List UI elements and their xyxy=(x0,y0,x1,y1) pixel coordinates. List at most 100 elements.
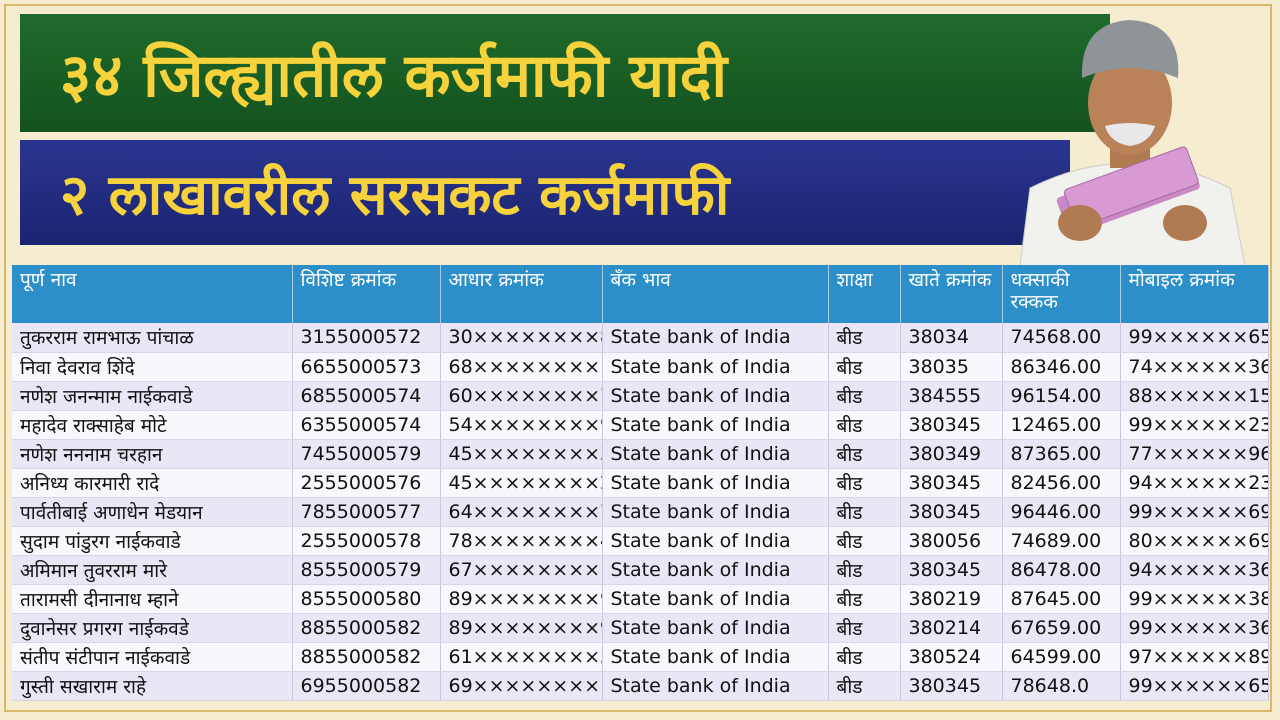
table-cell: 68××××××××14 xyxy=(440,352,603,382)
table-cell: 78648.0 xyxy=(1002,671,1121,701)
table-cell: बीड xyxy=(828,439,901,469)
table-cell: 6655000573 xyxy=(292,352,441,382)
table-cell: 384555 xyxy=(900,381,1003,411)
table-cell: State bank of India xyxy=(602,468,829,498)
table-cell: State bank of India xyxy=(602,352,829,382)
table-cell: 30××××××××89 xyxy=(440,323,603,353)
table-cell: 80××××××69 xyxy=(1120,526,1269,556)
table-cell: 61××××××××36 xyxy=(440,642,603,672)
table-cell: 74××××××36 xyxy=(1120,352,1269,382)
table-cell: 86346.00 xyxy=(1002,352,1121,382)
table-cell: बीड xyxy=(828,671,901,701)
table-cell: बीड xyxy=(828,555,901,585)
column-header: पूर्ण नाव xyxy=(12,265,293,323)
table-cell: 99××××××38 xyxy=(1120,584,1269,614)
table-cell: 60××××××××74 xyxy=(440,381,603,411)
table-cell: 69××××××××14 xyxy=(440,671,603,701)
table-cell: 97××××××89 xyxy=(1120,642,1269,672)
frame xyxy=(4,4,1272,712)
column-header: धक्साकी रक्कक xyxy=(1002,265,1121,323)
table-cell: 94××××××36 xyxy=(1120,555,1269,585)
title: ३४ जिल्ह्यातील कर्जमाफी यादी xyxy=(60,41,727,111)
table-cell: 82456.00 xyxy=(1002,468,1121,498)
header-row: पूर्ण नाव विशिष्ट क्रमांक आधार क्रमांक बँक … xyxy=(12,265,1269,323)
table-cell: State bank of India xyxy=(602,526,829,556)
loan-table: पूर्ण नाव विशिष्ट क्रमांक आधार क्रमांक बँक … xyxy=(12,265,1269,701)
table-cell: 99××××××69 xyxy=(1120,497,1269,527)
table-cell: 45××××××××24 xyxy=(440,468,603,498)
table-row: दुवानेसर प्रगरग नाईकवडे 8855000582 89×××××… xyxy=(12,613,1269,643)
table-cell: 74689.00 xyxy=(1002,526,1121,556)
table-cell: 64599.00 xyxy=(1002,642,1121,672)
table-cell: 380214 xyxy=(900,613,1003,643)
table-cell: 38035 xyxy=(900,352,1003,382)
table-row: पार्वतीबाई अणाधेन मेडयान 7855000577 64××××… xyxy=(12,497,1269,527)
table-cell: 77××××××96 xyxy=(1120,439,1269,469)
table-row: निवा देवराव शिंदे665500057368××××××××14S… xyxy=(12,352,1269,382)
subtitle-banner: २ लाखावरील सरसकट कर्जमाफी xyxy=(20,140,1070,245)
table-cell: 88××××××15 xyxy=(1120,381,1269,411)
table-cell: 74568.00 xyxy=(1002,323,1121,353)
table-cell: बीड xyxy=(828,410,901,440)
table-cell: 380345 xyxy=(900,671,1003,701)
table-cell: 380219 xyxy=(900,584,1003,614)
table-cell: महादेव राक्साहेब मोटे xyxy=(12,410,293,440)
table-row: संतीप संटीपान नाईकवाडे 8855000582 61××××××… xyxy=(12,642,1269,672)
table-cell: निवा देवराव शिंदे xyxy=(12,352,293,382)
table-body: तुकरराम रामभाऊ पांचाळ 3155000572 30×××××××… xyxy=(12,323,1269,701)
table-row: तुकरराम रामभाऊ पांचाळ 3155000572 30×××××××… xyxy=(12,323,1269,353)
table-row: अनिध्य कारमारी रादे255500057645××××××××2… xyxy=(12,468,1269,498)
table-cell: सुदाम पांडुरग नाईकवाडे xyxy=(12,526,293,556)
table-cell: 96446.00 xyxy=(1002,497,1121,527)
table-cell: बीड xyxy=(828,497,901,527)
table-row: तारामसी दीनानाध म्हाने 8555000580 89××××××… xyxy=(12,584,1269,614)
table-cell: 54××××××××98 xyxy=(440,410,603,440)
table-cell: अनिध्य कारमारी रादे xyxy=(12,468,293,498)
table-row: सुदाम पांडुरग नाईकवाडे 2555000578 78××××××… xyxy=(12,526,1269,556)
table-cell: 380345 xyxy=(900,555,1003,585)
column-header: खाते क्रमांक xyxy=(900,265,1003,323)
table-cell: पार्वतीबाई अणाधेन मेडयान xyxy=(12,497,293,527)
table-cell: नणेश नननाम चरहान xyxy=(12,439,293,469)
table-cell: 380345 xyxy=(900,410,1003,440)
table-cell: 78××××××××48 xyxy=(440,526,603,556)
table-cell: अमिमान तुवरराम मारे xyxy=(12,555,293,585)
table-cell: बीड xyxy=(828,584,901,614)
table-cell: बीड xyxy=(828,323,901,353)
table-cell: 87645.00 xyxy=(1002,584,1121,614)
table-cell: 67××××××××15 xyxy=(440,555,603,585)
table-cell: 94××××××23 xyxy=(1120,468,1269,498)
table-cell: 87365.00 xyxy=(1002,439,1121,469)
table-cell: 380524 xyxy=(900,642,1003,672)
table-cell: बीड xyxy=(828,642,901,672)
table-cell: State bank of India xyxy=(602,410,829,440)
table-cell: 89××××××××96 xyxy=(440,613,603,643)
table-cell: तारामसी दीनानाध म्हाने xyxy=(12,584,293,614)
table-cell: बीड xyxy=(828,352,901,382)
table-cell: 99××××××36 xyxy=(1120,613,1269,643)
table-cell: 2555000576 xyxy=(292,468,441,498)
table-cell: 8855000582 xyxy=(292,613,441,643)
table-cell: बीड xyxy=(828,468,901,498)
table-cell: 38034 xyxy=(900,323,1003,353)
table-cell: 380349 xyxy=(900,439,1003,469)
table-cell: 7455000579 xyxy=(292,439,441,469)
table-cell: बीड xyxy=(828,526,901,556)
table-cell: 86478.00 xyxy=(1002,555,1121,585)
table-cell: 99××××××23 xyxy=(1120,410,1269,440)
table-cell: 380345 xyxy=(900,497,1003,527)
column-header: बँक भाव xyxy=(602,265,829,323)
table-cell: 67659.00 xyxy=(1002,613,1121,643)
table-cell: 45××××××××36 xyxy=(440,439,603,469)
table-cell: 6355000574 xyxy=(292,410,441,440)
table-cell: State bank of India xyxy=(602,439,829,469)
table-cell: State bank of India xyxy=(602,584,829,614)
table-cell: State bank of India xyxy=(602,323,829,353)
table-cell: 8555000579 xyxy=(292,555,441,585)
table-row: महादेव राक्साहेब मोटे 6355000574 54×××××××… xyxy=(12,410,1269,440)
table-cell: 3155000572 xyxy=(292,323,441,353)
table-row: गुस्ती सखाराम राहे695500058269××××××××14… xyxy=(12,671,1269,701)
subtitle: २ लाखावरील सरसकट कर्जमाफी xyxy=(60,162,730,228)
table-cell: 8855000582 xyxy=(292,642,441,672)
table-row: नणेश जनन्माम नाईकवाडे 6855000574 60×××××××… xyxy=(12,381,1269,411)
